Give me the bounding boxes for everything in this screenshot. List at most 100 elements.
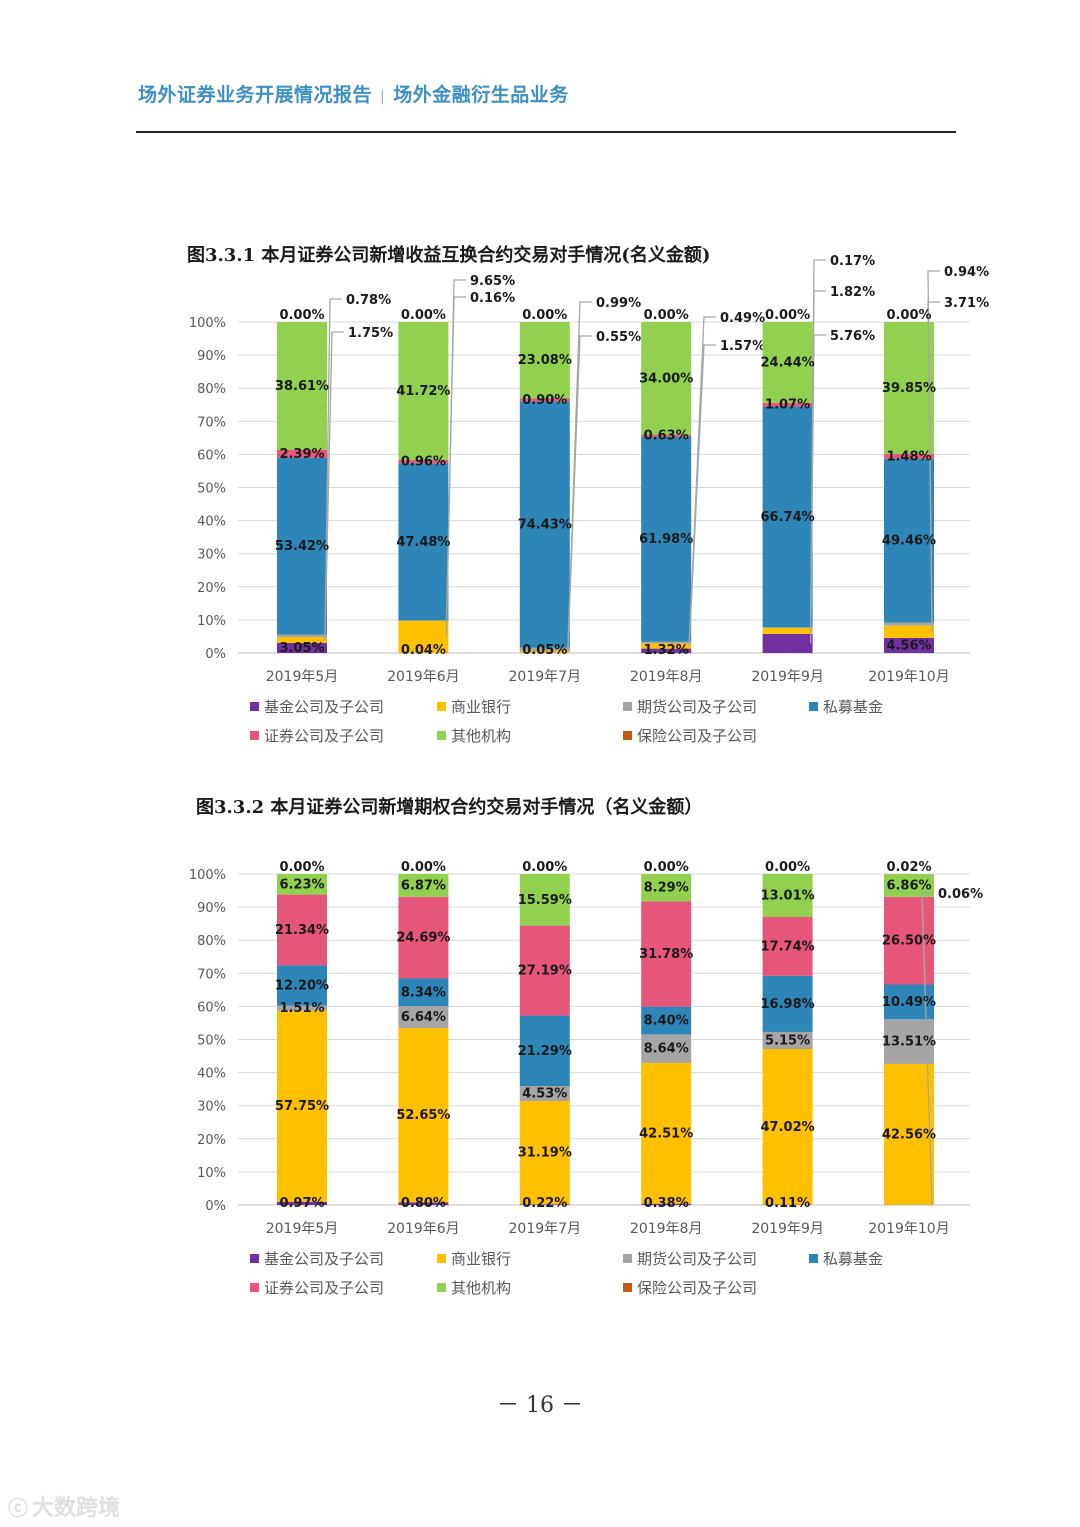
data-label: 0.38%	[644, 1196, 689, 1211]
bar-segment	[762, 627, 813, 628]
x-tick-label: 2019年6月	[387, 1221, 460, 1237]
bar-segment	[762, 873, 813, 918]
data-label: 0.06%	[938, 887, 983, 902]
label-leader-line	[445, 279, 466, 637]
bar-segment	[398, 620, 449, 621]
data-label: 0.17%	[830, 254, 875, 269]
data-label: 0.02%	[886, 860, 931, 875]
data-label: 5.15%	[765, 1033, 810, 1048]
data-label: 13.51%	[882, 1035, 936, 1050]
data-label: 1.57%	[720, 339, 765, 354]
bar-segment	[641, 1203, 692, 1205]
data-label: 0.63%	[644, 429, 689, 444]
legend-swatch	[623, 702, 632, 711]
chart-option-counterparties: 0% 10% 20% 30% 40% 50% 60% 70% 80% 90% 100% 0.97% 57…	[189, 860, 983, 1297]
label-leader-line	[688, 316, 716, 643]
y-tick-label: 100%	[189, 316, 226, 331]
y-tick-label: 0%	[205, 1199, 226, 1214]
bar-segment	[519, 1015, 570, 1087]
bar-segment	[277, 637, 327, 643]
data-label: 47.02%	[761, 1120, 815, 1135]
data-label: 61.98%	[639, 532, 693, 547]
bar-segment	[519, 398, 570, 402]
y-tick-label: 20%	[197, 1133, 226, 1148]
x-tick-label: 2019年9月	[751, 669, 824, 685]
bar-segment	[277, 1201, 327, 1205]
data-label: 0.90%	[522, 393, 567, 408]
data-label: 16.98%	[761, 997, 815, 1012]
y-tick-label: 30%	[197, 548, 226, 563]
data-label: 1.75%	[348, 326, 393, 341]
bar-segment	[277, 642, 327, 653]
data-label: 57.75%	[275, 1099, 329, 1114]
bar-segment	[277, 874, 327, 895]
bar-segment	[519, 401, 570, 648]
bar-segment	[398, 1028, 449, 1203]
legend-swatch	[437, 702, 446, 711]
x-tick-label: 2019年8月	[630, 1221, 703, 1237]
bar-segment	[884, 874, 934, 897]
bar-segment	[884, 637, 934, 653]
figure-title-option: 图3.3.2 本月证券公司新增期权合约交易对手情况（名义金额）	[196, 797, 703, 818]
data-label: 0.04%	[401, 643, 446, 658]
bar-segment	[277, 322, 327, 450]
data-label: 0.22%	[522, 1196, 567, 1211]
bar-segment	[398, 620, 449, 653]
data-label: 8.40%	[644, 1014, 689, 1029]
figure-title-swap: 图3.3.1 本月证券公司新增收益互换合约交易对手情况(名义金额)	[187, 245, 711, 266]
data-label: 0.00%	[279, 308, 324, 323]
data-label: 0.97%	[279, 1196, 324, 1211]
data-label: 31.19%	[518, 1146, 572, 1161]
data-label: 24.44%	[761, 355, 815, 370]
data-label: 2.39%	[279, 447, 324, 462]
label-leader-line	[445, 296, 466, 621]
label-leader-line	[688, 344, 716, 647]
label-leader-line	[809, 259, 826, 628]
data-label: 6.64%	[401, 1010, 446, 1025]
data-label: 39.85%	[882, 381, 936, 396]
bar-segment	[884, 453, 934, 459]
bar-segment	[762, 1048, 813, 1205]
bar-segment	[277, 457, 327, 635]
data-label: 42.56%	[882, 1127, 936, 1142]
bar-segment	[641, 322, 692, 435]
data-label: 6.23%	[279, 877, 324, 892]
bar-segment	[519, 1101, 570, 1205]
bar-segment	[398, 463, 449, 621]
data-label: 6.87%	[401, 878, 446, 893]
data-label: 1.07%	[765, 398, 810, 413]
bar-segment	[641, 1034, 692, 1064]
bar-segment	[277, 634, 327, 638]
x-tick-label: 2019年7月	[509, 1221, 582, 1237]
y-tick-label: 80%	[197, 934, 226, 949]
legend-swatch	[437, 1254, 446, 1263]
data-label: 1.51%	[279, 1001, 324, 1016]
x-tick-label: 2019年10月	[868, 669, 949, 685]
data-label: 0.00%	[765, 860, 810, 875]
data-label: 0.11%	[765, 1196, 810, 1211]
bar-segment	[519, 1086, 570, 1102]
data-label: 0.78%	[346, 293, 391, 308]
bar-segment	[762, 633, 813, 653]
legend-swatch	[809, 702, 818, 711]
header-report-title: 场外证券业务开展情况报告	[138, 84, 373, 106]
bar-segment	[884, 896, 934, 985]
data-label: 38.61%	[275, 379, 329, 394]
data-label: 8.64%	[644, 1042, 689, 1057]
legend-swatch	[437, 1283, 446, 1292]
bar-segment	[884, 625, 934, 638]
bar-segment	[398, 460, 449, 464]
legend-swatch	[623, 1254, 632, 1263]
legend-entry: 私募基金	[823, 698, 883, 716]
data-label: 21.29%	[518, 1044, 572, 1059]
bar-segment	[519, 873, 570, 926]
bar-segment	[762, 402, 813, 407]
data-label: 0.00%	[644, 860, 689, 875]
data-label: 0.49%	[720, 311, 765, 326]
data-label: 13.01%	[761, 888, 815, 903]
x-tick-label: 2019年9月	[751, 1221, 824, 1237]
data-label: 9.65%	[470, 274, 515, 289]
data-label: 8.29%	[644, 881, 689, 896]
data-label: 66.74%	[761, 510, 815, 525]
bar-segment	[641, 874, 692, 902]
